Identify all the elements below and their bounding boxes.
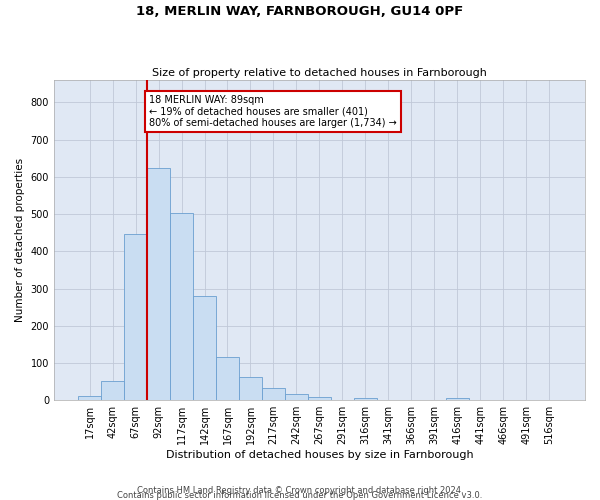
Text: 18 MERLIN WAY: 89sqm
← 19% of detached houses are smaller (401)
80% of semi-deta: 18 MERLIN WAY: 89sqm ← 19% of detached h… [149,95,397,128]
Text: Contains public sector information licensed under the Open Government Licence v3: Contains public sector information licen… [118,491,482,500]
Bar [170,213,193,400]
Text: 18, MERLIN WAY, FARNBOROUGH, GU14 0PF: 18, MERLIN WAY, FARNBOROUGH, GU14 0PF [136,5,464,18]
X-axis label: Distribution of detached houses by size in Farnborough: Distribution of detached houses by size … [166,450,473,460]
Bar [354,398,377,400]
Bar [78,396,101,400]
Bar [285,394,308,400]
Bar [308,397,331,400]
Y-axis label: Number of detached properties: Number of detached properties [15,158,25,322]
Bar [101,381,124,400]
Title: Size of property relative to detached houses in Farnborough: Size of property relative to detached ho… [152,68,487,78]
Bar [446,398,469,400]
Text: Contains HM Land Registry data © Crown copyright and database right 2024.: Contains HM Land Registry data © Crown c… [137,486,463,495]
Bar [193,296,216,400]
Bar [239,377,262,400]
Bar [262,388,285,400]
Bar [124,234,147,400]
Bar [147,168,170,400]
Bar [216,358,239,400]
